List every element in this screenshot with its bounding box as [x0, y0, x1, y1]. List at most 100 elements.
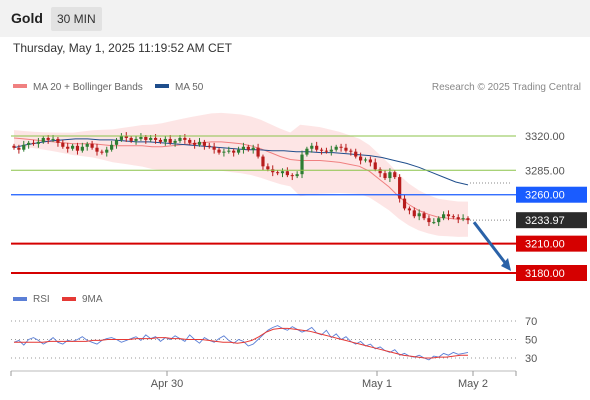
candle-body — [349, 150, 353, 152]
candle-body — [373, 162, 377, 170]
time-axis: Apr 30 May 1 May 2 — [10, 370, 517, 390]
level-label-3210.00-bg — [516, 235, 587, 252]
candle-body — [31, 142, 36, 144]
candle-body — [339, 146, 343, 148]
ma9-legend-swatch — [62, 297, 76, 301]
candle-body — [61, 142, 65, 147]
rsi-tick-50: 50 — [525, 335, 537, 347]
candle-body — [388, 172, 392, 179]
candle-body — [51, 138, 55, 140]
candle-body — [173, 140, 177, 143]
candle-body — [46, 137, 50, 140]
candle-body — [402, 198, 407, 209]
candle-body — [163, 138, 167, 142]
level-label-3233.97-bg — [516, 212, 587, 229]
candle-body — [227, 150, 231, 152]
candle-body — [95, 147, 99, 152]
header-bar: Gold 30 MIN — [0, 0, 590, 37]
candle-body — [134, 138, 138, 141]
candle-body — [466, 218, 470, 221]
candle-body — [324, 150, 329, 152]
candle-body — [276, 172, 280, 174]
candle-body — [344, 147, 348, 151]
candle-body — [290, 175, 294, 177]
forecast-arrow-shaft — [472, 221, 508, 265]
candle-body — [417, 213, 421, 217]
level-label-3180.00: 3180.00 — [525, 268, 565, 280]
time-tick-label: Apr 30 — [151, 378, 183, 390]
candle-body — [246, 146, 250, 150]
rsi-tick-70: 70 — [525, 316, 537, 328]
candle-body — [236, 149, 241, 153]
candle-body — [85, 143, 89, 147]
candle-body — [393, 172, 397, 178]
timeframe-button[interactable]: 30 MIN — [51, 7, 102, 31]
ma20-legend-swatch — [13, 84, 27, 88]
asset-title: Gold — [11, 10, 43, 26]
candle-body — [153, 137, 158, 140]
candle-body — [100, 151, 104, 153]
candle-body — [75, 145, 80, 151]
candle-body — [315, 145, 319, 150]
candle-body — [359, 156, 363, 161]
candle-body — [217, 149, 221, 153]
level-label-3260.00-bg — [516, 186, 587, 203]
candle-body — [105, 149, 109, 153]
candle-body — [412, 210, 416, 217]
rsi-legend-swatch — [13, 297, 27, 301]
candle-body — [114, 139, 119, 145]
candle-body — [383, 173, 387, 179]
level-label-3320.00: 3320.00 — [525, 131, 565, 143]
candle-body — [144, 136, 148, 140]
candle-body — [197, 141, 202, 145]
bollinger-band — [14, 112, 468, 237]
price-legend: MA 20 + Bollinger Bands MA 50 Research ©… — [13, 82, 581, 93]
candle-body — [188, 139, 192, 143]
rsi-legend: RSI 9MA — [13, 294, 103, 305]
candle-body — [427, 218, 431, 223]
candle-body — [207, 145, 211, 147]
candle-body — [110, 144, 114, 150]
candle-body — [232, 150, 236, 153]
candle-body — [441, 214, 446, 219]
ma20-line — [13, 137, 468, 220]
candle-body — [222, 151, 226, 153]
candle-body — [256, 147, 260, 157]
candle-body — [310, 145, 314, 149]
candle-body — [17, 147, 21, 150]
candle-body — [70, 145, 75, 149]
forecast-arrow-head — [501, 258, 511, 271]
candle-body — [124, 136, 128, 138]
ma50-legend-swatch — [155, 84, 169, 88]
candle-body — [266, 166, 270, 170]
candle-body — [80, 146, 84, 151]
candle-body — [158, 139, 163, 142]
candle-body — [149, 137, 153, 140]
candle-body — [27, 142, 31, 145]
candle-body — [261, 156, 265, 167]
candle-body — [446, 214, 451, 217]
level-lines: 3320.00 3285.00 3260.00 3233.97 3210.00 3180.… — [11, 131, 587, 281]
candle-body — [285, 171, 289, 176]
rsi-tick-30: 30 — [525, 353, 537, 365]
candle-body — [90, 143, 94, 148]
time-tick-label: May 2 — [458, 378, 488, 390]
candle-body — [456, 217, 460, 220]
candle-body — [437, 218, 441, 223]
timestamp: Thursday, May 1, 2025 11:19:52 AM CET — [13, 41, 232, 55]
level-label-3285.00: 3285.00 — [525, 165, 565, 177]
candle-body — [56, 138, 60, 143]
candle-body — [12, 145, 16, 148]
candle-body — [295, 174, 299, 177]
rsi-legend-label: RSI — [33, 294, 50, 305]
level-label-3260.00: 3260.00 — [525, 190, 565, 202]
rsi-panel: 70 50 30 — [11, 316, 537, 365]
candle-body — [41, 137, 45, 142]
candle-body — [300, 154, 304, 175]
ma50-legend-label: MA 50 — [175, 82, 204, 93]
candle-body — [398, 177, 402, 199]
candle-body — [168, 138, 172, 143]
candle-body — [378, 169, 382, 174]
candle-body — [36, 141, 41, 144]
level-label-3210.00: 3210.00 — [525, 239, 565, 251]
